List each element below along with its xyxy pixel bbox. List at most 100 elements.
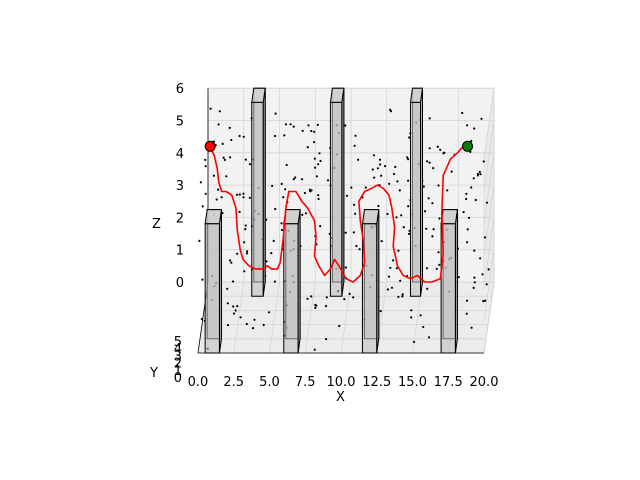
sample-point — [395, 216, 398, 219]
obstacle-front-face — [329, 101, 343, 297]
sample-point — [465, 197, 468, 201]
z-tick-label: 2 — [176, 211, 184, 226]
sample-point — [426, 160, 429, 163]
endpoint-markers — [204, 140, 474, 152]
sample-point — [283, 134, 286, 137]
x-tick-label: 5.0 — [259, 375, 280, 390]
sample-point — [289, 123, 292, 126]
sample-point — [428, 161, 431, 164]
sample-point — [465, 192, 468, 195]
sample-point — [428, 117, 431, 120]
sample-point — [242, 192, 245, 195]
obstacle-top-face — [329, 87, 345, 103]
sample-point — [419, 314, 422, 317]
sample-point — [437, 184, 440, 187]
sample-point — [473, 127, 476, 130]
sample-point — [389, 266, 392, 269]
sample-point — [354, 134, 357, 137]
sample-point — [313, 348, 316, 351]
sample-point — [239, 316, 242, 319]
sample-point — [200, 318, 203, 321]
sample-point — [446, 189, 449, 192]
sample-point — [353, 144, 356, 147]
sample-point — [465, 299, 469, 302]
sample-point — [479, 257, 482, 260]
y-tick-label: 4 — [174, 342, 182, 357]
sample-point — [304, 212, 308, 215]
z-tick-label: 1 — [176, 244, 184, 259]
x-tick-label: 17.5 — [434, 375, 463, 390]
sample-point — [274, 207, 277, 211]
sample-point — [482, 160, 485, 163]
sample-point — [317, 163, 320, 166]
sample-point — [324, 305, 328, 308]
sample-point — [380, 174, 383, 177]
sample-point — [480, 117, 483, 120]
sample-point — [401, 293, 404, 296]
sample-point — [427, 197, 430, 200]
x-axis-label: X — [336, 390, 345, 405]
sample-point — [478, 170, 481, 173]
sample-point — [348, 292, 351, 295]
sample-point — [235, 193, 239, 196]
sample-point — [443, 151, 446, 154]
obstacle-front-face — [409, 101, 421, 297]
sample-point — [244, 228, 247, 231]
sample-point — [479, 173, 482, 176]
sample-point — [199, 181, 202, 184]
x-tick-label: 15.0 — [398, 375, 427, 390]
sample-point — [262, 323, 265, 327]
sample-point — [229, 259, 232, 262]
grid-line-side-z — [483, 120, 495, 192]
sample-point — [198, 239, 201, 242]
sample-point — [226, 287, 229, 290]
grid-line-floor-x — [304, 281, 316, 354]
sample-point — [432, 228, 435, 231]
sample-point — [427, 336, 431, 339]
sample-point — [212, 174, 215, 177]
sample-point — [422, 185, 425, 188]
sample-point — [234, 309, 237, 312]
sample-point — [380, 240, 383, 243]
sample-point — [272, 239, 275, 242]
sample-point — [226, 324, 230, 327]
sample-point — [242, 196, 245, 199]
sample-point — [267, 311, 271, 314]
sample-point — [273, 280, 276, 283]
sample-point — [236, 252, 239, 255]
sample-point — [431, 235, 434, 238]
grid-line-side-z — [483, 185, 495, 257]
sample-point — [270, 252, 273, 255]
grid-line-floor-x — [233, 281, 245, 354]
sample-point — [230, 261, 233, 264]
sample-point — [244, 224, 247, 227]
sample-point — [474, 198, 477, 202]
sample-point — [398, 189, 401, 192]
obstacle-top-face — [204, 209, 223, 225]
sample-point — [343, 298, 346, 301]
sample-point — [466, 241, 469, 244]
sample-point — [345, 194, 349, 197]
sample-point — [201, 205, 204, 208]
sample-point — [487, 268, 490, 271]
grid-line-side-z — [483, 281, 495, 354]
sample-point — [407, 205, 410, 208]
x-tick-label: 2.5 — [223, 375, 244, 390]
sample-point — [230, 138, 233, 142]
sample-point — [482, 300, 485, 303]
sample-point — [357, 158, 360, 161]
sample-point — [226, 302, 229, 305]
sample-point — [373, 176, 376, 179]
sample-point — [218, 110, 221, 113]
sample-point — [215, 198, 218, 201]
x-tick-label: 20.0 — [470, 375, 499, 390]
sample-point — [314, 306, 317, 309]
sample-point — [319, 159, 322, 163]
sample-point — [386, 288, 389, 291]
sample-point — [408, 136, 411, 139]
sample-point — [432, 167, 435, 170]
sample-point — [353, 203, 356, 206]
sample-point — [457, 276, 460, 279]
y-tick-label: 1 — [174, 364, 182, 379]
sample-point — [204, 158, 207, 161]
